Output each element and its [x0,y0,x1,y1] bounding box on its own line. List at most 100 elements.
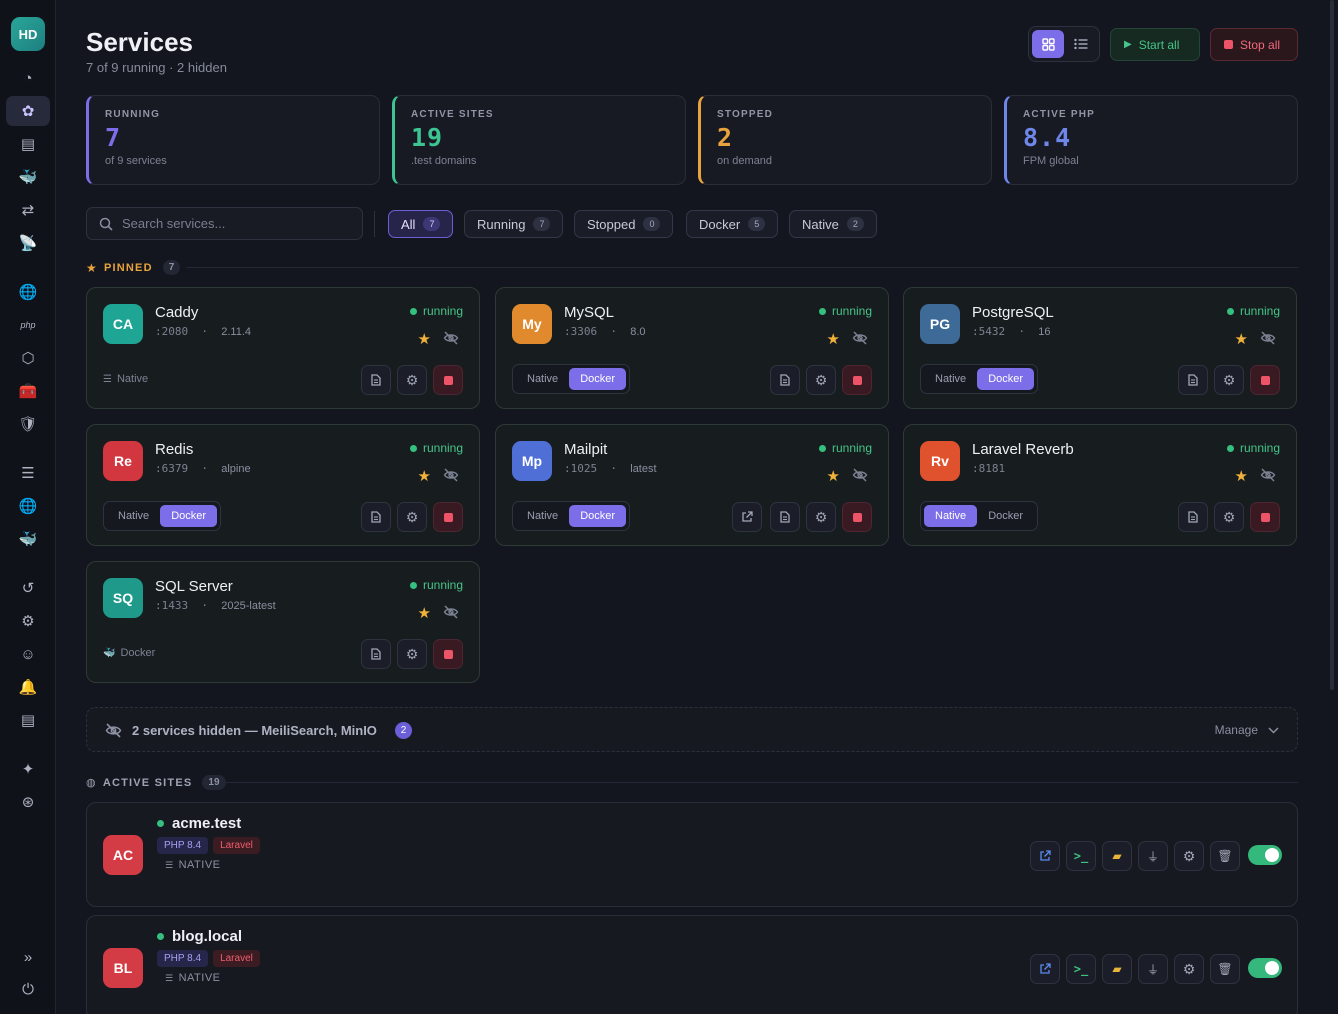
stop-service-button[interactable] [1250,365,1280,395]
site-settings-button[interactable]: ⚙ [1174,841,1204,871]
terminal-button[interactable]: >_ [1066,954,1096,984]
service-settings-button[interactable]: ⚙ [397,502,427,532]
filter-chip-docker[interactable]: Docker 5 [686,210,779,238]
container-icon[interactable]: 🐳 [18,531,38,548]
stop-service-button[interactable] [433,639,463,669]
service-settings-button[interactable]: ⚙ [1214,365,1244,395]
engine-native-option[interactable]: Native [527,373,559,385]
view-logs-button[interactable] [361,639,391,669]
stop-service-button[interactable] [842,365,872,395]
engine-native-option[interactable]: Native [935,373,967,385]
globe-icon[interactable]: 🌐 [18,284,38,301]
handshake-icon[interactable]: ✦ [21,761,35,778]
service-settings-button[interactable]: ⚙ [806,502,836,532]
stop-service-button[interactable] [1250,502,1280,532]
star-icon[interactable]: ★ [826,331,840,348]
network-icon[interactable]: 🌐 [18,498,38,515]
bell-icon[interactable]: 🔔 [18,679,38,696]
stop-service-button[interactable] [433,502,463,532]
view-logs-button[interactable] [1178,502,1208,532]
eye-off-icon[interactable] [1260,330,1276,346]
service-settings-button[interactable]: ⚙ [397,365,427,395]
docker-icon[interactable]: 🐳 [18,169,38,186]
power-icon[interactable]: ⏻ [22,980,34,998]
engine-native-option[interactable]: Native [118,510,150,522]
dashboard-icon[interactable]: ◔ [23,69,33,87]
list-view-button[interactable] [1065,30,1097,58]
engine-docker-option[interactable]: Docker [569,368,627,390]
view-logs-button[interactable] [361,502,391,532]
engine-native-option[interactable]: Native [527,510,559,522]
view-logs-button[interactable] [361,365,391,395]
star-icon[interactable]: ★ [417,468,431,485]
star-icon[interactable]: ★ [417,331,431,348]
star-icon[interactable]: ★ [417,605,431,622]
engine-docker-option[interactable]: Docker [988,510,1024,522]
open-folder-button[interactable]: ▰ [1102,954,1132,984]
engine-docker-option[interactable]: Docker [160,505,218,527]
service-settings-button[interactable]: ⚙ [397,639,427,669]
star-icon[interactable]: ★ [1234,331,1248,348]
broadcast-icon[interactable]: 📡 [18,235,38,252]
scrollbar[interactable] [1330,0,1334,690]
open-folder-button[interactable]: ▰ [1102,841,1132,871]
view-logs-button[interactable] [770,502,800,532]
nodejs-icon[interactable]: ⬡ [21,350,35,367]
stop-all-button[interactable]: Stop all [1210,28,1298,61]
delete-site-button[interactable]: 🗑 [1210,841,1240,871]
plugins-button[interactable]: ⏚ [1138,954,1168,984]
proxy-icon[interactable]: ⇄ [21,202,35,219]
filter-chip-all[interactable]: All 7 [388,210,454,238]
filter-chip-running[interactable]: Running 7 [464,210,564,238]
filter-chip-native[interactable]: Native 2 [789,210,877,238]
open-web-ui-button[interactable] [732,502,762,532]
server-icon[interactable]: ☰ [21,465,35,482]
history-icon[interactable]: ↺ [21,580,35,597]
site-name[interactable]: blog.local [157,928,242,945]
eye-off-icon[interactable] [1260,467,1276,483]
manage-button[interactable]: Manage [1215,723,1279,737]
engine-docker-option[interactable]: Docker [977,368,1035,390]
open-site-button[interactable] [1030,841,1060,871]
eye-off-icon[interactable] [852,467,868,483]
eye-off-icon[interactable] [852,330,868,346]
stop-service-button[interactable] [433,365,463,395]
star-icon[interactable]: ★ [1234,468,1248,485]
php-icon[interactable]: php [20,320,36,330]
service-settings-button[interactable]: ⚙ [1214,502,1244,532]
view-logs-button[interactable] [770,365,800,395]
eye-off-icon[interactable] [443,467,459,483]
stop-service-button[interactable] [842,502,872,532]
eye-off-icon[interactable] [443,330,459,346]
start-all-button[interactable]: ▶ Start all [1110,28,1200,61]
grid-view-button[interactable] [1032,30,1064,58]
robot-icon[interactable]: ☺ [20,645,36,663]
service-settings-button[interactable]: ⚙ [806,365,836,395]
storage-icon[interactable]: ▤ [20,136,36,153]
open-site-button[interactable] [1030,954,1060,984]
logs-icon[interactable]: ▤ [20,712,36,729]
shield-icon[interactable]: 🛡 [18,416,38,433]
toolbox-icon[interactable]: 🧰 [18,383,38,400]
user-avatar[interactable]: HD [11,17,45,51]
lifebuoy-icon[interactable]: ⊛ [21,794,35,811]
star-icon[interactable]: ★ [826,468,840,485]
gear-icon: ⚙ [405,508,419,525]
filter-chip-stopped[interactable]: Stopped 0 [574,210,674,238]
terminal-button[interactable]: >_ [1066,841,1096,871]
engine-docker-option[interactable]: Docker [569,505,627,527]
site-settings-button[interactable]: ⚙ [1174,954,1204,984]
site-name[interactable]: acme.test [157,815,241,832]
eye-off-icon[interactable] [443,604,459,620]
gear-icon[interactable]: ⚙ [21,613,35,630]
site-enabled-toggle[interactable] [1248,845,1282,865]
services-icon[interactable]: ✿ [6,96,50,126]
search-input[interactable] [122,216,342,231]
delete-site-button[interactable]: 🗑 [1210,954,1240,984]
plugins-button[interactable]: ⏚ [1138,841,1168,871]
engine-native-option[interactable]: Native [924,505,978,527]
hidden-services-bar[interactable]: 2 services hidden — MeiliSearch, MinIO 2… [86,707,1298,752]
view-logs-button[interactable] [1178,365,1208,395]
site-enabled-toggle[interactable] [1248,958,1282,978]
expand-icon[interactable]: » [23,948,33,966]
